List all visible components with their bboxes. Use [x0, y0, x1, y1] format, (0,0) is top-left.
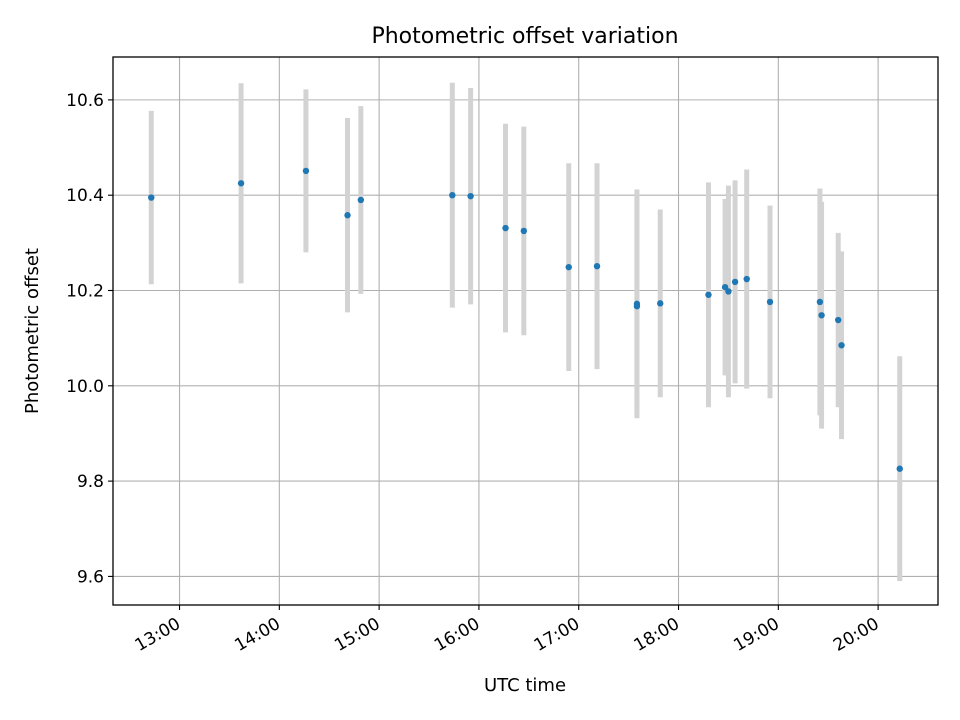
data-point	[705, 291, 712, 298]
data-point	[657, 300, 664, 307]
data-point	[449, 191, 456, 199]
data-point	[725, 288, 732, 295]
data-points	[148, 167, 903, 472]
data-point	[148, 194, 155, 201]
data-point	[633, 303, 641, 310]
y-tick-label: 10.6	[66, 91, 104, 111]
data-point	[731, 278, 739, 286]
y-tick-label: 10.4	[66, 186, 104, 206]
chart-title: Photometric offset variation	[371, 24, 678, 49]
data-point	[766, 298, 774, 306]
data-point	[237, 180, 245, 187]
x-tick-label: 19:00	[730, 614, 782, 656]
data-point	[743, 275, 750, 283]
data-point	[896, 465, 903, 472]
plot-frame	[112, 56, 939, 606]
x-tick-label: 17:00	[531, 614, 583, 656]
data-point	[344, 212, 351, 219]
data-point	[302, 167, 310, 175]
x-tick-label: 15:00	[331, 614, 383, 656]
x-tick-label: 14:00	[231, 614, 283, 656]
x-axis-label: UTC time	[484, 675, 566, 696]
data-point	[357, 196, 365, 204]
x-tick-label: 18:00	[631, 614, 683, 656]
data-point	[565, 263, 572, 271]
data-point	[520, 227, 528, 235]
error-bars	[148, 82, 903, 582]
data-point	[835, 316, 842, 324]
ticks: 13:00 14:00 15:00 16:00 17:00 18:00 19:00 20:00…	[66, 91, 882, 656]
y-tick-label: 9.6	[77, 567, 104, 587]
y-tick-label: 10.2	[66, 281, 104, 301]
x-tick-label: 16:00	[431, 614, 483, 656]
data-point	[502, 224, 509, 232]
x-tick-label: 13:00	[132, 614, 184, 656]
y-tick-label: 10.0	[66, 377, 104, 397]
y-axis-label: Photometric offset	[22, 248, 43, 414]
data-point	[467, 192, 474, 200]
data-point	[593, 262, 601, 270]
data-point	[816, 298, 824, 306]
x-tick-label: 20:00	[830, 614, 882, 656]
y-tick-label: 9.8	[77, 472, 104, 492]
data-point	[838, 342, 845, 349]
data-point	[818, 312, 825, 319]
